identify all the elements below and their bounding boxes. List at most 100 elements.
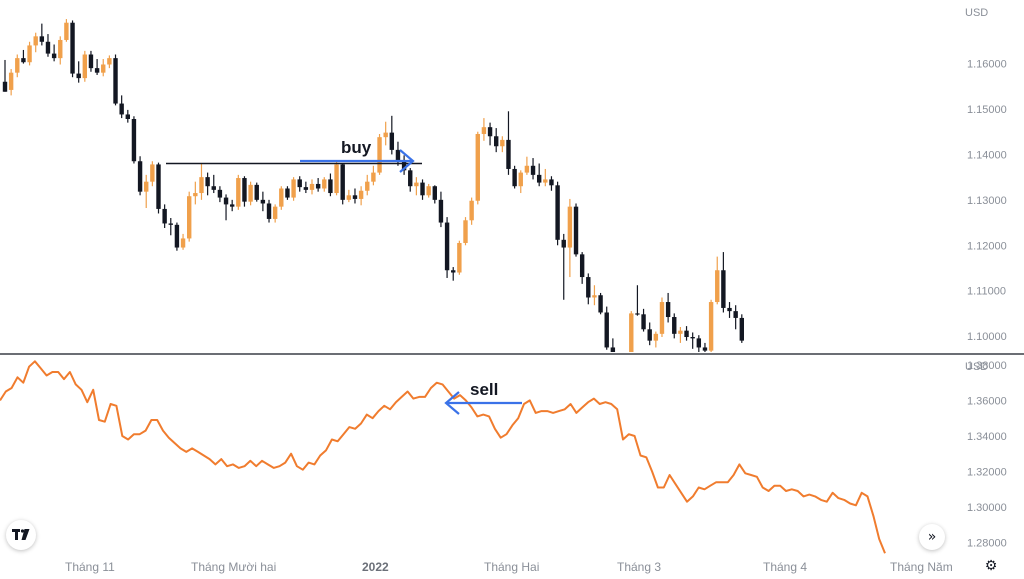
candle bbox=[623, 359, 627, 409]
sell-annotation: sell bbox=[470, 380, 498, 399]
candle bbox=[604, 306, 609, 350]
time-label-feb: Tháng Hai bbox=[484, 560, 539, 574]
candle bbox=[334, 161, 339, 196]
candle bbox=[715, 256, 720, 305]
candle bbox=[187, 191, 192, 242]
candle bbox=[617, 359, 621, 404]
rate-tick-label: 1.28000 bbox=[967, 538, 1007, 550]
candle bbox=[248, 181, 253, 206]
tradingview-logo-icon[interactable] bbox=[6, 520, 36, 550]
price-axis: 1.10000 1.11000 1.12000 1.13000 1.14000 1.150… bbox=[967, 59, 1007, 344]
candle bbox=[561, 233, 566, 300]
candle bbox=[365, 174, 370, 196]
candle bbox=[451, 267, 456, 281]
candle bbox=[346, 189, 352, 203]
price-tick-label: 1.16000 bbox=[967, 59, 1007, 71]
time-label-may: Tháng Năm bbox=[890, 560, 953, 574]
time-label-mar: Tháng 3 bbox=[617, 560, 661, 574]
rate-tick-label: 1.38000 bbox=[967, 360, 1007, 372]
gear-icon[interactable]: ⚙ bbox=[984, 558, 998, 574]
candle bbox=[678, 327, 683, 343]
candle bbox=[708, 299, 714, 352]
candle bbox=[518, 170, 523, 194]
candle bbox=[174, 222, 180, 251]
candle bbox=[303, 181, 309, 194]
candle bbox=[193, 181, 198, 205]
candle bbox=[647, 322, 652, 346]
candle bbox=[573, 203, 579, 257]
candle bbox=[45, 34, 51, 57]
candle bbox=[463, 217, 468, 246]
candle bbox=[88, 50, 94, 72]
candle bbox=[229, 199, 235, 212]
logo-glyph bbox=[12, 529, 30, 540]
time-label-dec: Tháng Mười hai bbox=[191, 560, 276, 574]
candle bbox=[266, 199, 272, 223]
candle bbox=[76, 61, 81, 83]
candle bbox=[635, 285, 640, 316]
candle bbox=[27, 41, 32, 66]
candle bbox=[137, 156, 143, 196]
candle bbox=[395, 141, 401, 166]
candle bbox=[15, 54, 20, 78]
candle bbox=[383, 121, 388, 146]
candle bbox=[297, 176, 302, 192]
scroll-to-realtime-button[interactable]: » bbox=[919, 524, 945, 550]
candle bbox=[94, 59, 100, 75]
candle bbox=[217, 186, 223, 203]
candle bbox=[739, 314, 744, 343]
candle bbox=[653, 331, 659, 348]
candle bbox=[500, 136, 505, 153]
candle bbox=[684, 326, 689, 341]
candle bbox=[33, 32, 38, 53]
candle bbox=[260, 191, 266, 212]
candle bbox=[371, 165, 376, 186]
candle bbox=[469, 197, 474, 225]
candle bbox=[530, 158, 536, 180]
candle bbox=[242, 176, 247, 207]
candle bbox=[51, 44, 57, 62]
candle bbox=[524, 156, 530, 175]
candle bbox=[555, 181, 560, 246]
price-tick-label: 1.12000 bbox=[967, 240, 1007, 252]
price-tick-label: 1.11000 bbox=[967, 286, 1006, 298]
candle bbox=[150, 161, 155, 187]
candle bbox=[598, 292, 603, 315]
candle bbox=[457, 240, 462, 275]
candle bbox=[64, 19, 69, 42]
candle bbox=[543, 168, 548, 187]
rate-currency-label: USD bbox=[965, 361, 988, 373]
candle bbox=[82, 50, 88, 82]
candle bbox=[432, 185, 437, 204]
buy-annotation: buy bbox=[341, 138, 372, 157]
rate-series-line bbox=[0, 360, 886, 554]
rate-tick-label: 1.30000 bbox=[967, 502, 1007, 514]
candle bbox=[641, 308, 646, 332]
candle bbox=[8, 69, 14, 96]
candle bbox=[125, 109, 130, 123]
candle bbox=[236, 174, 241, 210]
candle bbox=[180, 233, 186, 250]
candle bbox=[144, 174, 149, 209]
candle bbox=[205, 172, 210, 196]
candle bbox=[315, 178, 321, 192]
candle bbox=[322, 177, 327, 192]
candle bbox=[690, 332, 695, 349]
candle bbox=[438, 191, 444, 228]
candle bbox=[199, 163, 204, 200]
candle bbox=[168, 218, 173, 236]
candle bbox=[426, 183, 431, 198]
candle bbox=[512, 165, 517, 189]
candle bbox=[279, 186, 284, 210]
candle bbox=[401, 155, 407, 175]
candle bbox=[408, 168, 413, 192]
candle bbox=[39, 23, 45, 46]
double-chevron-right-icon: » bbox=[927, 529, 937, 545]
rate-tick-label: 1.36000 bbox=[967, 395, 1007, 407]
candle bbox=[352, 188, 358, 204]
candle bbox=[113, 54, 118, 106]
candle bbox=[211, 174, 216, 194]
sell-arrow bbox=[444, 391, 522, 415]
candle bbox=[101, 59, 106, 77]
